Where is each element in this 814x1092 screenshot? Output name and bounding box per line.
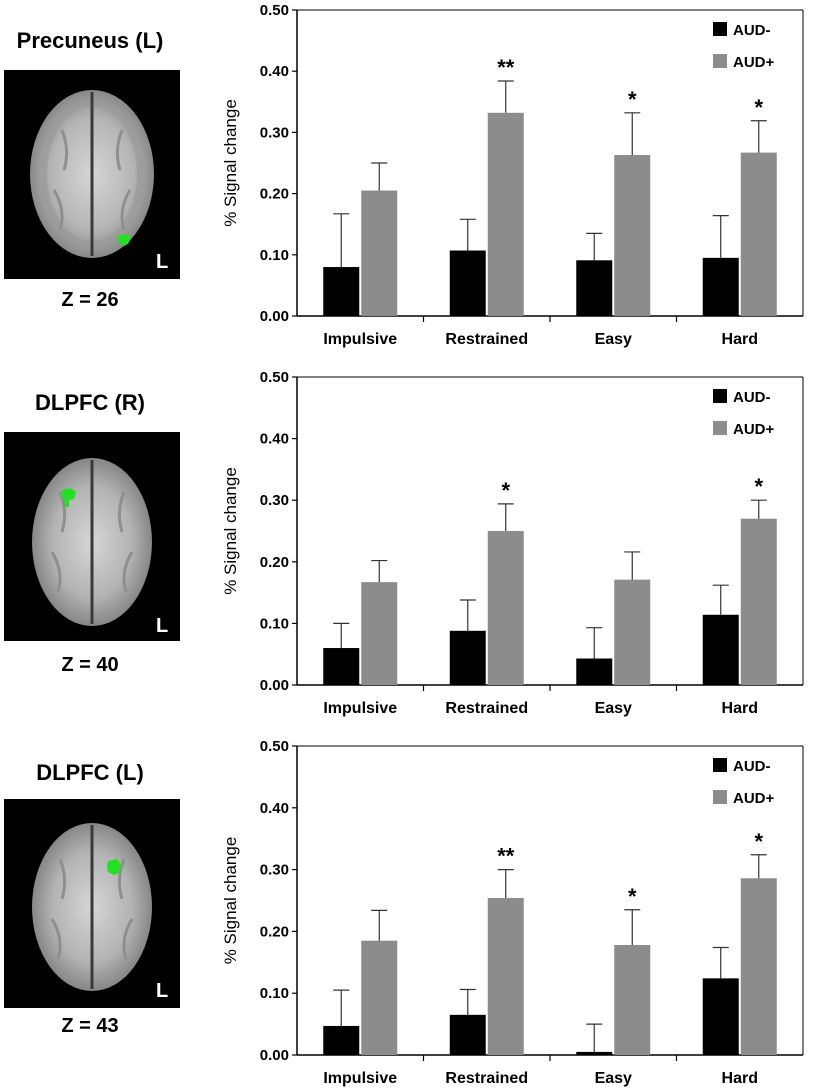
significance-marker: ** xyxy=(497,55,515,80)
significance-marker: * xyxy=(754,474,763,499)
bar-aud-minus xyxy=(576,260,613,316)
bar-aud-minus xyxy=(576,658,613,685)
activation-cluster xyxy=(117,234,131,246)
legend-swatch xyxy=(713,389,727,403)
brain-slice-image: L xyxy=(4,432,180,641)
y-tick-label: 0.40 xyxy=(260,800,289,817)
legend-label: AUD- xyxy=(733,22,771,39)
bar-aud-plus xyxy=(487,112,524,316)
significance-marker: * xyxy=(628,87,637,112)
region-title: DLPFC (R) xyxy=(35,390,145,415)
y-axis-label: % Signal change xyxy=(221,467,240,595)
y-tick-label: 0.30 xyxy=(260,124,289,141)
bar-aud-plus xyxy=(361,940,398,1055)
significance-marker: ** xyxy=(497,844,515,869)
y-tick-label: 0.10 xyxy=(260,615,289,632)
legend-swatch xyxy=(713,758,727,772)
bar-aud-plus xyxy=(487,898,524,1055)
y-tick-label: 0.00 xyxy=(260,1047,289,1064)
bar-aud-plus xyxy=(361,582,398,685)
legend-swatch xyxy=(713,54,727,68)
bar-aud-plus xyxy=(740,878,777,1055)
x-tick-label: Restrained xyxy=(445,700,528,717)
bar-aud-minus xyxy=(702,257,739,316)
bar-aud-minus xyxy=(323,267,360,316)
y-tick-label: 0.30 xyxy=(260,862,289,879)
y-tick-label: 0.00 xyxy=(260,677,289,694)
brain-slice-image: L xyxy=(4,70,180,279)
x-tick-label: Impulsive xyxy=(323,700,397,717)
brain-orientation-letter: L xyxy=(156,980,168,1002)
y-axis-label: % Signal change xyxy=(221,99,240,227)
slice-label: Z = 26 xyxy=(61,289,119,311)
legend-swatch xyxy=(713,421,727,435)
legend-label: AUD- xyxy=(733,389,771,406)
significance-marker: * xyxy=(501,478,510,503)
y-tick-label: 0.50 xyxy=(260,2,289,19)
activation-cluster xyxy=(107,859,121,875)
bar-aud-minus xyxy=(449,250,486,316)
region-title: Precuneus (L) xyxy=(16,28,164,53)
bar-aud-plus xyxy=(614,155,651,316)
y-tick-label: 0.50 xyxy=(260,738,289,755)
y-tick-label: 0.20 xyxy=(260,186,289,203)
y-tick-label: 0.30 xyxy=(260,492,289,509)
y-tick-label: 0.20 xyxy=(260,923,289,940)
bar-aud-minus xyxy=(702,614,739,685)
legend-swatch xyxy=(713,22,727,36)
legend-label: AUD- xyxy=(733,758,771,775)
y-tick-label: 0.00 xyxy=(260,308,289,325)
bar-aud-plus xyxy=(740,152,777,316)
legend-swatch xyxy=(713,790,727,804)
bar-aud-minus xyxy=(323,1025,360,1055)
brain-orientation-letter: L xyxy=(156,615,168,637)
bar-aud-plus xyxy=(740,518,777,685)
y-tick-label: 0.20 xyxy=(260,554,289,571)
slice-label: Z = 43 xyxy=(61,1015,119,1037)
y-tick-label: 0.10 xyxy=(260,985,289,1002)
brain-orientation-letter: L xyxy=(156,251,168,273)
x-tick-label: Restrained xyxy=(445,331,528,348)
y-tick-label: 0.10 xyxy=(260,247,289,264)
x-tick-label: Easy xyxy=(595,700,632,717)
y-axis-label: % Signal change xyxy=(221,837,240,965)
y-tick-label: 0.40 xyxy=(260,63,289,80)
y-tick-label: 0.40 xyxy=(260,431,289,448)
legend-label: AUD+ xyxy=(733,790,774,807)
x-tick-label: Restrained xyxy=(445,1070,528,1087)
bar-aud-minus xyxy=(449,630,486,685)
legend-label: AUD+ xyxy=(733,421,774,438)
bar-aud-minus xyxy=(323,648,360,685)
slice-label: Z = 40 xyxy=(61,654,119,676)
chart-3: 0.00 0.10 0.20 0.30 0.40 0.50 % Signal change I… xyxy=(221,738,804,1087)
chart-1: 0.00 0.10 0.20 0.30 0.40 0.50 % Signal change I… xyxy=(221,2,804,348)
bar-aud-plus xyxy=(614,944,651,1055)
bar-aud-minus xyxy=(449,1014,486,1055)
x-tick-label: Impulsive xyxy=(323,1070,397,1087)
activation-cluster xyxy=(61,488,76,507)
bar-aud-plus xyxy=(361,190,398,316)
legend-label: AUD+ xyxy=(733,54,774,71)
bar-aud-plus xyxy=(614,579,651,685)
bar-aud-plus xyxy=(487,531,524,685)
brain-slice-image: L xyxy=(4,799,180,1008)
chart-2: 0.00 0.10 0.20 0.30 0.40 0.50 % Signal change I… xyxy=(221,369,804,717)
x-tick-label: Easy xyxy=(595,331,632,348)
x-tick-label: Hard xyxy=(722,1070,758,1087)
bar-aud-minus xyxy=(576,1051,613,1055)
x-tick-label: Impulsive xyxy=(323,331,397,348)
x-tick-label: Easy xyxy=(595,1070,632,1087)
significance-marker: * xyxy=(754,829,763,854)
y-tick-label: 0.50 xyxy=(260,369,289,386)
x-tick-label: Hard xyxy=(722,331,758,348)
bar-aud-minus xyxy=(702,978,739,1055)
significance-marker: * xyxy=(754,95,763,120)
significance-marker: * xyxy=(628,884,637,909)
x-tick-label: Hard xyxy=(722,700,758,717)
region-title: DLPFC (L) xyxy=(36,760,144,785)
